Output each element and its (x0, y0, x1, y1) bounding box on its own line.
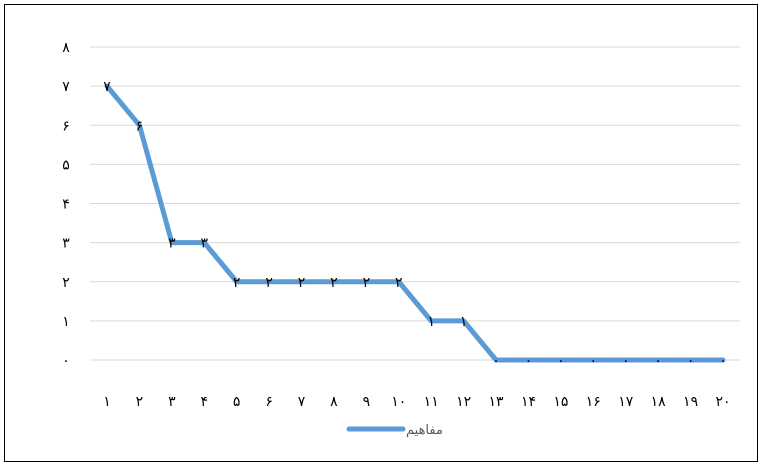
data-label: ۱ (460, 314, 468, 330)
x-tick-label: ۱۵ (553, 394, 568, 410)
data-label: ۰ (492, 353, 500, 369)
y-tick-label: ۳ (62, 236, 70, 252)
data-label: ۳ (168, 236, 176, 252)
x-tick-label: ۱۱ (424, 394, 439, 410)
y-axis-ticks: ۰ ۱ ۲ ۳ ۴ ۵ ۶ ۷ ۸ (62, 40, 70, 369)
x-tick-label: ۷ (298, 394, 306, 410)
data-label: ۲ (363, 275, 371, 291)
data-label: ۰ (622, 353, 630, 369)
data-label: ۲ (298, 275, 306, 291)
y-tick-label: ۷ (62, 79, 70, 95)
data-labels: ۷ ۶ ۳ ۳ ۲ ۲ ۲ ۲ ۲ ۲ ۱ ۱ ۰ ۰ ۰ ۰ ۰ ۰ ۰ ۰ (103, 79, 727, 369)
y-tick-label: ۴ (62, 197, 70, 213)
series-line (104, 83, 726, 363)
data-label: ۷ (103, 79, 111, 95)
x-tick-label: ۱۰ (391, 394, 406, 410)
x-tick-label: ۱۸ (651, 394, 667, 410)
x-tick-label: ۶ (265, 394, 273, 410)
y-tick-label: ۵ (62, 157, 70, 173)
x-tick-label: ۸ (330, 394, 338, 410)
x-tick-label: ۴ (200, 394, 208, 410)
data-label: ۰ (687, 353, 695, 369)
x-axis-ticks: ۱ ۲ ۳ ۴ ۵ ۶ ۷ ۸ ۹ ۱۰ ۱۱ ۱۲ ۱۳ ۱۴ ۱۵ ۱۶ ۱۷ ۱۸ ۱۹ ۲۰ (103, 394, 730, 410)
data-label: ۲ (265, 275, 273, 291)
y-tick-label: ۰ (62, 353, 70, 369)
data-label: ۲ (233, 275, 241, 291)
data-label: ۰ (719, 353, 727, 369)
x-tick-label: ۱۲ (456, 394, 471, 410)
legend-label: مفاهیم (406, 423, 443, 438)
x-tick-label: ۱۷ (618, 394, 634, 410)
data-label: ۰ (557, 353, 565, 369)
x-tick-label: ۹ (363, 394, 371, 410)
gridlines (90, 46, 740, 361)
x-tick-label: ۵ (233, 394, 241, 410)
x-tick-label: ۳ (168, 394, 176, 410)
x-tick-label: ۱۴ (521, 394, 536, 410)
y-tick-label: ۱ (62, 314, 70, 330)
data-label: ۰ (525, 353, 533, 369)
series-group (104, 83, 726, 363)
x-tick-label: ۱ (103, 394, 111, 410)
x-tick-label: ۱۳ (489, 394, 505, 410)
y-tick-label: ۸ (62, 40, 70, 56)
data-label: ۶ (136, 118, 144, 134)
data-label: ۰ (654, 353, 662, 369)
data-label: ۰ (590, 353, 598, 369)
data-label: ۲ (395, 275, 403, 291)
legend: مفاهیم (346, 423, 443, 438)
data-label: ۲ (330, 275, 338, 291)
chart-frame (4, 4, 758, 462)
data-label: ۱ (427, 314, 435, 330)
data-label: ۳ (200, 236, 208, 252)
y-tick-label: ۲ (62, 275, 70, 291)
x-tick-label: ۲ (136, 394, 144, 410)
x-tick-label: ۱۹ (683, 394, 698, 410)
y-tick-label: ۶ (62, 118, 70, 134)
x-tick-label: ۲۰ (715, 394, 730, 410)
x-tick-label: ۱۶ (586, 394, 601, 410)
